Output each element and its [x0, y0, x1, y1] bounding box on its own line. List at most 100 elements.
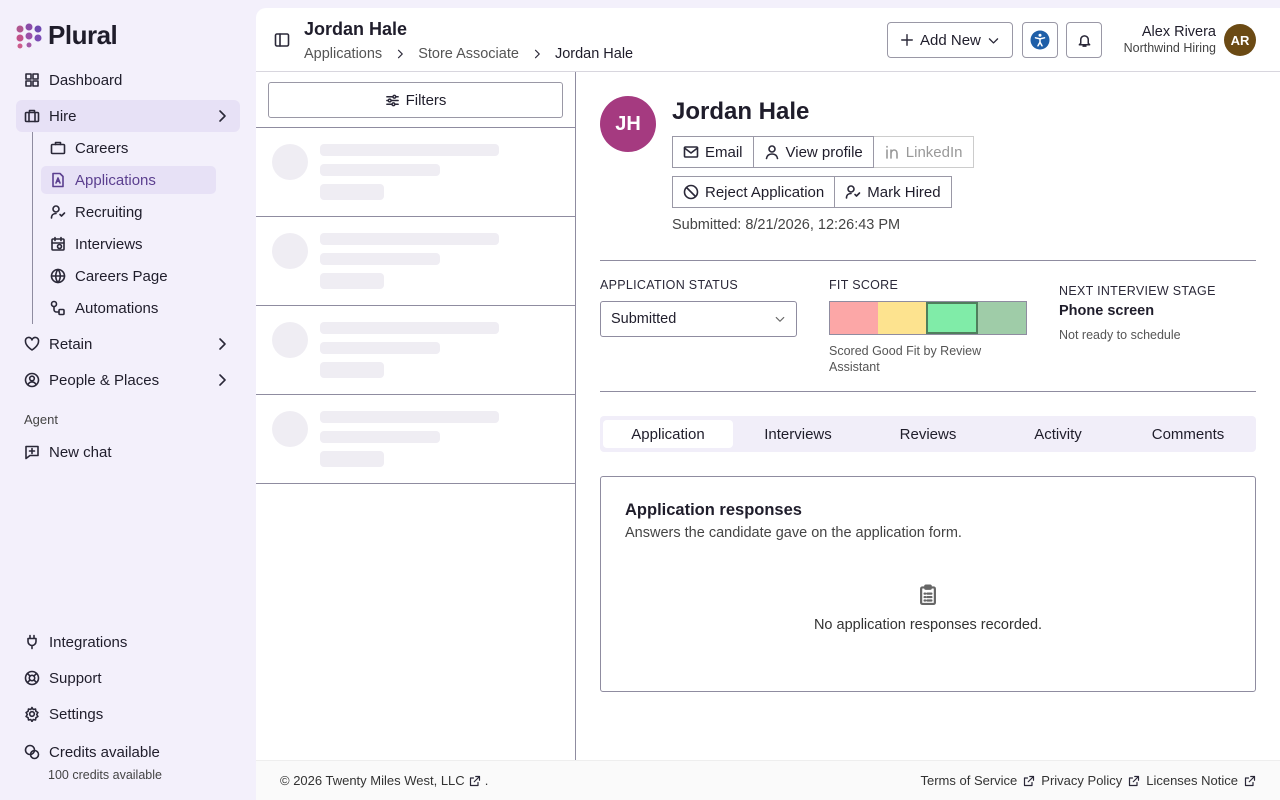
- nav-item[interactable]: Retain: [16, 328, 240, 360]
- nav-label: Support: [49, 669, 102, 687]
- skeleton: [320, 431, 440, 443]
- candidate-name: Jordan Hale: [672, 98, 810, 125]
- divider: [600, 391, 1256, 392]
- user-org: Northwind Hiring: [1123, 41, 1216, 55]
- nav-item[interactable]: Hire: [16, 100, 240, 132]
- view-profile-button[interactable]: View profile: [753, 136, 874, 168]
- nav-item[interactable]: Support: [16, 662, 240, 694]
- responses-panel: Application responses Answers the candid…: [600, 476, 1256, 692]
- skeleton: [272, 411, 308, 447]
- footer-link[interactable]: Privacy Policy: [1041, 773, 1123, 788]
- user-avatar[interactable]: AR: [1224, 24, 1256, 56]
- nav-item[interactable]: People & Places: [16, 364, 240, 396]
- brand[interactable]: Plural: [16, 20, 118, 51]
- filters-button[interactable]: Filters: [268, 82, 563, 118]
- panel-title: Application responses: [625, 501, 802, 519]
- credits-subtitle: 100 credits available: [48, 768, 162, 782]
- breadcrumbs: Applications Store Associate Jordan Hale: [304, 46, 633, 62]
- nav-label: Automations: [75, 299, 159, 317]
- tab-active[interactable]: Application: [603, 420, 733, 448]
- sub-nav-item[interactable]: Recruiting: [41, 198, 216, 226]
- user-info[interactable]: Alex Rivera Northwind Hiring: [1124, 24, 1216, 55]
- status-select[interactable]: Submitted: [600, 301, 797, 337]
- fit-segment-selected: [926, 302, 978, 334]
- skeleton-row: [256, 217, 576, 306]
- skeleton-row: [256, 128, 576, 217]
- breadcrumb-current: Jordan Hale: [554, 46, 634, 62]
- fit-score-scale: [829, 301, 1027, 335]
- skeleton-row: [256, 306, 576, 395]
- tab[interactable]: Comments: [1151, 425, 1225, 443]
- status-label: APPLICATION STATUS: [600, 278, 739, 292]
- application-list: Filters: [256, 72, 576, 760]
- header: Jordan Hale Applications Store Associate…: [256, 8, 1280, 72]
- sub-nav-item[interactable]: Applications: [41, 166, 216, 194]
- tab[interactable]: Interviews: [764, 425, 832, 443]
- divider: [256, 127, 576, 128]
- sub-nav-item[interactable]: Interviews: [41, 230, 216, 258]
- nav-item[interactable]: Settings: [16, 698, 240, 730]
- footer-link[interactable]: Terms of Service: [920, 773, 1018, 788]
- breadcrumb[interactable]: Store Associate: [418, 46, 519, 62]
- sub-nav-item[interactable]: Careers Page: [41, 262, 216, 290]
- brand-name: Plural: [48, 20, 118, 50]
- fit-segment: [830, 302, 878, 334]
- linkedin-button[interactable]: LinkedIn: [873, 136, 974, 168]
- divider: [600, 260, 1256, 261]
- button-label: View profile: [785, 143, 863, 161]
- skeleton: [272, 144, 308, 180]
- credits-title: Credits available: [49, 743, 160, 761]
- status-value: Submitted: [611, 311, 677, 327]
- footer: © 2026 Twenty Miles West, LLC. Terms of …: [256, 760, 1280, 800]
- add-new-button[interactable]: Add New: [887, 22, 1013, 58]
- nav-label: Interviews: [75, 235, 143, 253]
- skeleton: [320, 164, 440, 176]
- breadcrumb[interactable]: Applications: [304, 46, 383, 62]
- notifications-button[interactable]: [1066, 22, 1102, 58]
- user-name: Alex Rivera: [1141, 24, 1216, 40]
- sub-nav-item[interactable]: Careers: [41, 134, 216, 162]
- button-label: Mark Hired: [867, 183, 941, 201]
- next-stage-note: Not ready to schedule: [1059, 328, 1181, 342]
- skeleton: [272, 233, 308, 269]
- candidate-avatar: JH: [600, 96, 656, 152]
- skeleton: [320, 451, 384, 467]
- next-stage-label: NEXT INTERVIEW STAGE: [1059, 284, 1216, 298]
- fit-score-note: Scored Good Fit by Review Assistant: [829, 344, 982, 374]
- skeleton-row: [256, 395, 576, 484]
- button-label: Email: [705, 143, 743, 161]
- next-stage-value: Phone screen: [1059, 303, 1155, 319]
- empty-icon: [920, 584, 936, 606]
- button-label: Reject Application: [705, 183, 825, 201]
- tab[interactable]: Reviews: [899, 425, 957, 443]
- nav-label: Retain: [49, 335, 93, 353]
- credits[interactable]: Credits available: [16, 736, 240, 768]
- page-title: Jordan Hale: [304, 19, 408, 39]
- nav-label: Careers Page: [75, 267, 168, 285]
- main: Jordan Hale Applications Store Associate…: [256, 8, 1280, 800]
- sub-nav-item[interactable]: Automations: [41, 294, 216, 322]
- contact-actions: Email View profile LinkedIn: [672, 136, 974, 168]
- accessibility-button[interactable]: [1022, 22, 1058, 58]
- footer-link[interactable]: Licenses Notice: [1146, 773, 1238, 788]
- decision-actions: Reject Application Mark Hired: [672, 176, 952, 208]
- nav-label: Settings: [49, 705, 104, 723]
- nav-item[interactable]: Integrations: [16, 626, 240, 658]
- reject-button[interactable]: Reject Application: [672, 176, 836, 208]
- nav-label: People & Places: [49, 371, 160, 389]
- skeleton: [272, 322, 308, 358]
- mark-hired-button[interactable]: Mark Hired: [835, 176, 952, 208]
- fit-score-label: FIT SCORE: [829, 278, 899, 292]
- email-button[interactable]: Email: [672, 136, 754, 168]
- nav-label: Recruiting: [75, 203, 143, 221]
- skeleton: [320, 342, 440, 354]
- fit-segment: [878, 302, 926, 334]
- tab[interactable]: Activity: [1034, 425, 1082, 443]
- nav-item[interactable]: New chat: [16, 436, 240, 468]
- nav-label: Careers: [75, 139, 129, 157]
- skeleton: [320, 362, 384, 378]
- sidebar-toggle[interactable]: [274, 32, 290, 48]
- nav-item[interactable]: Dashboard: [16, 64, 240, 96]
- nav-label: Integrations: [49, 633, 128, 651]
- fit-segment: [978, 302, 1026, 334]
